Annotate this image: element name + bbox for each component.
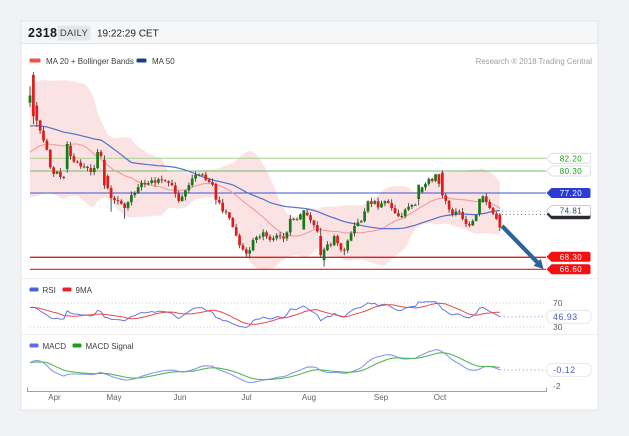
svg-text:80.30: 80.30 (560, 167, 583, 176)
svg-text:Jul: Jul (241, 393, 251, 402)
svg-text:RSI: RSI (43, 286, 56, 295)
svg-text:MA 50: MA 50 (152, 57, 175, 66)
svg-text:DAILY: DAILY (60, 28, 89, 39)
svg-text:77.20: 77.20 (560, 189, 583, 198)
svg-text:68.30: 68.30 (560, 253, 583, 262)
svg-text:MACD: MACD (43, 342, 67, 351)
svg-text:Oct: Oct (434, 393, 447, 402)
svg-text:-2: -2 (553, 381, 561, 391)
svg-text:Sep: Sep (374, 393, 389, 402)
svg-text:19:22:29 CET: 19:22:29 CET (97, 29, 159, 40)
svg-text:46.93: 46.93 (553, 312, 578, 322)
svg-text:Jun: Jun (174, 393, 187, 402)
svg-text:May: May (106, 393, 121, 402)
svg-text:2318: 2318 (28, 26, 57, 40)
svg-text:70: 70 (553, 298, 563, 308)
svg-text:Research ® 2018 Trading Centra: Research ® 2018 Trading Central (476, 57, 593, 66)
svg-text:30: 30 (553, 322, 563, 332)
svg-text:MA 20 + Bollinger Bands: MA 20 + Bollinger Bands (46, 57, 134, 66)
svg-text:Aug: Aug (302, 393, 316, 402)
svg-text:82.20: 82.20 (560, 154, 583, 163)
svg-text:Apr: Apr (48, 393, 61, 402)
svg-text:9MA: 9MA (76, 286, 93, 295)
svg-text:MACD Signal: MACD Signal (86, 342, 134, 351)
svg-text:66.60: 66.60 (560, 265, 583, 274)
svg-text:-0.12: -0.12 (553, 365, 576, 375)
svg-text:74.81: 74.81 (560, 207, 583, 216)
